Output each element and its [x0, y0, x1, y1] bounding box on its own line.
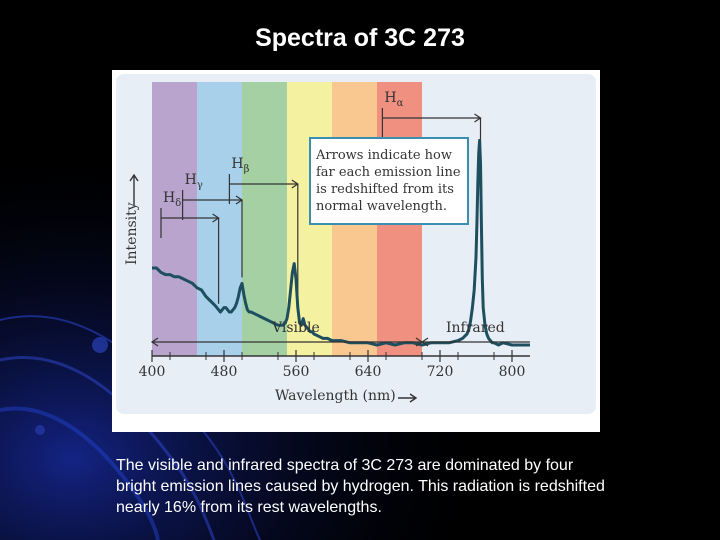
slide-caption: The visible and infrared spectra of 3C 2… [116, 457, 605, 516]
x-tick-label: 720 [427, 364, 454, 380]
x-axis-label: Wavelength (nm) [275, 388, 396, 404]
spectrum-band [152, 82, 197, 356]
x-tick-label: 800 [499, 364, 526, 380]
callout-line-1: Arrows indicate how [315, 148, 452, 163]
callout-line-2: far each emission line [316, 165, 461, 180]
spectrum-line [152, 138, 530, 347]
x-axis-label-arrow [398, 393, 418, 403]
infrared-region-label: Infrared [446, 320, 505, 336]
x-tick-label: 640 [355, 364, 382, 380]
spectrum-band [242, 82, 287, 356]
y-axis-label: Intensity [124, 202, 140, 265]
spectrum-band [197, 82, 242, 356]
callout-box [309, 137, 469, 225]
callout-line-4: normal wavelength. [316, 199, 447, 214]
visible-region-label: Visible [271, 320, 320, 336]
slide-title: Spectra of 3C 273 [255, 24, 465, 52]
x-tick-label: 400 [139, 364, 166, 380]
y-axis-label-arrow [129, 173, 139, 205]
infrared-range-arrow [420, 337, 530, 347]
callout-line-3: is redshifted from its [316, 182, 454, 197]
spectrum-figure: Hδ Hγ Hβ Hα 400 480 560 640 720 800 Arrows indic… [112, 70, 600, 432]
x-tick-label: 480 [211, 364, 238, 380]
x-tick-label: 560 [283, 364, 310, 380]
